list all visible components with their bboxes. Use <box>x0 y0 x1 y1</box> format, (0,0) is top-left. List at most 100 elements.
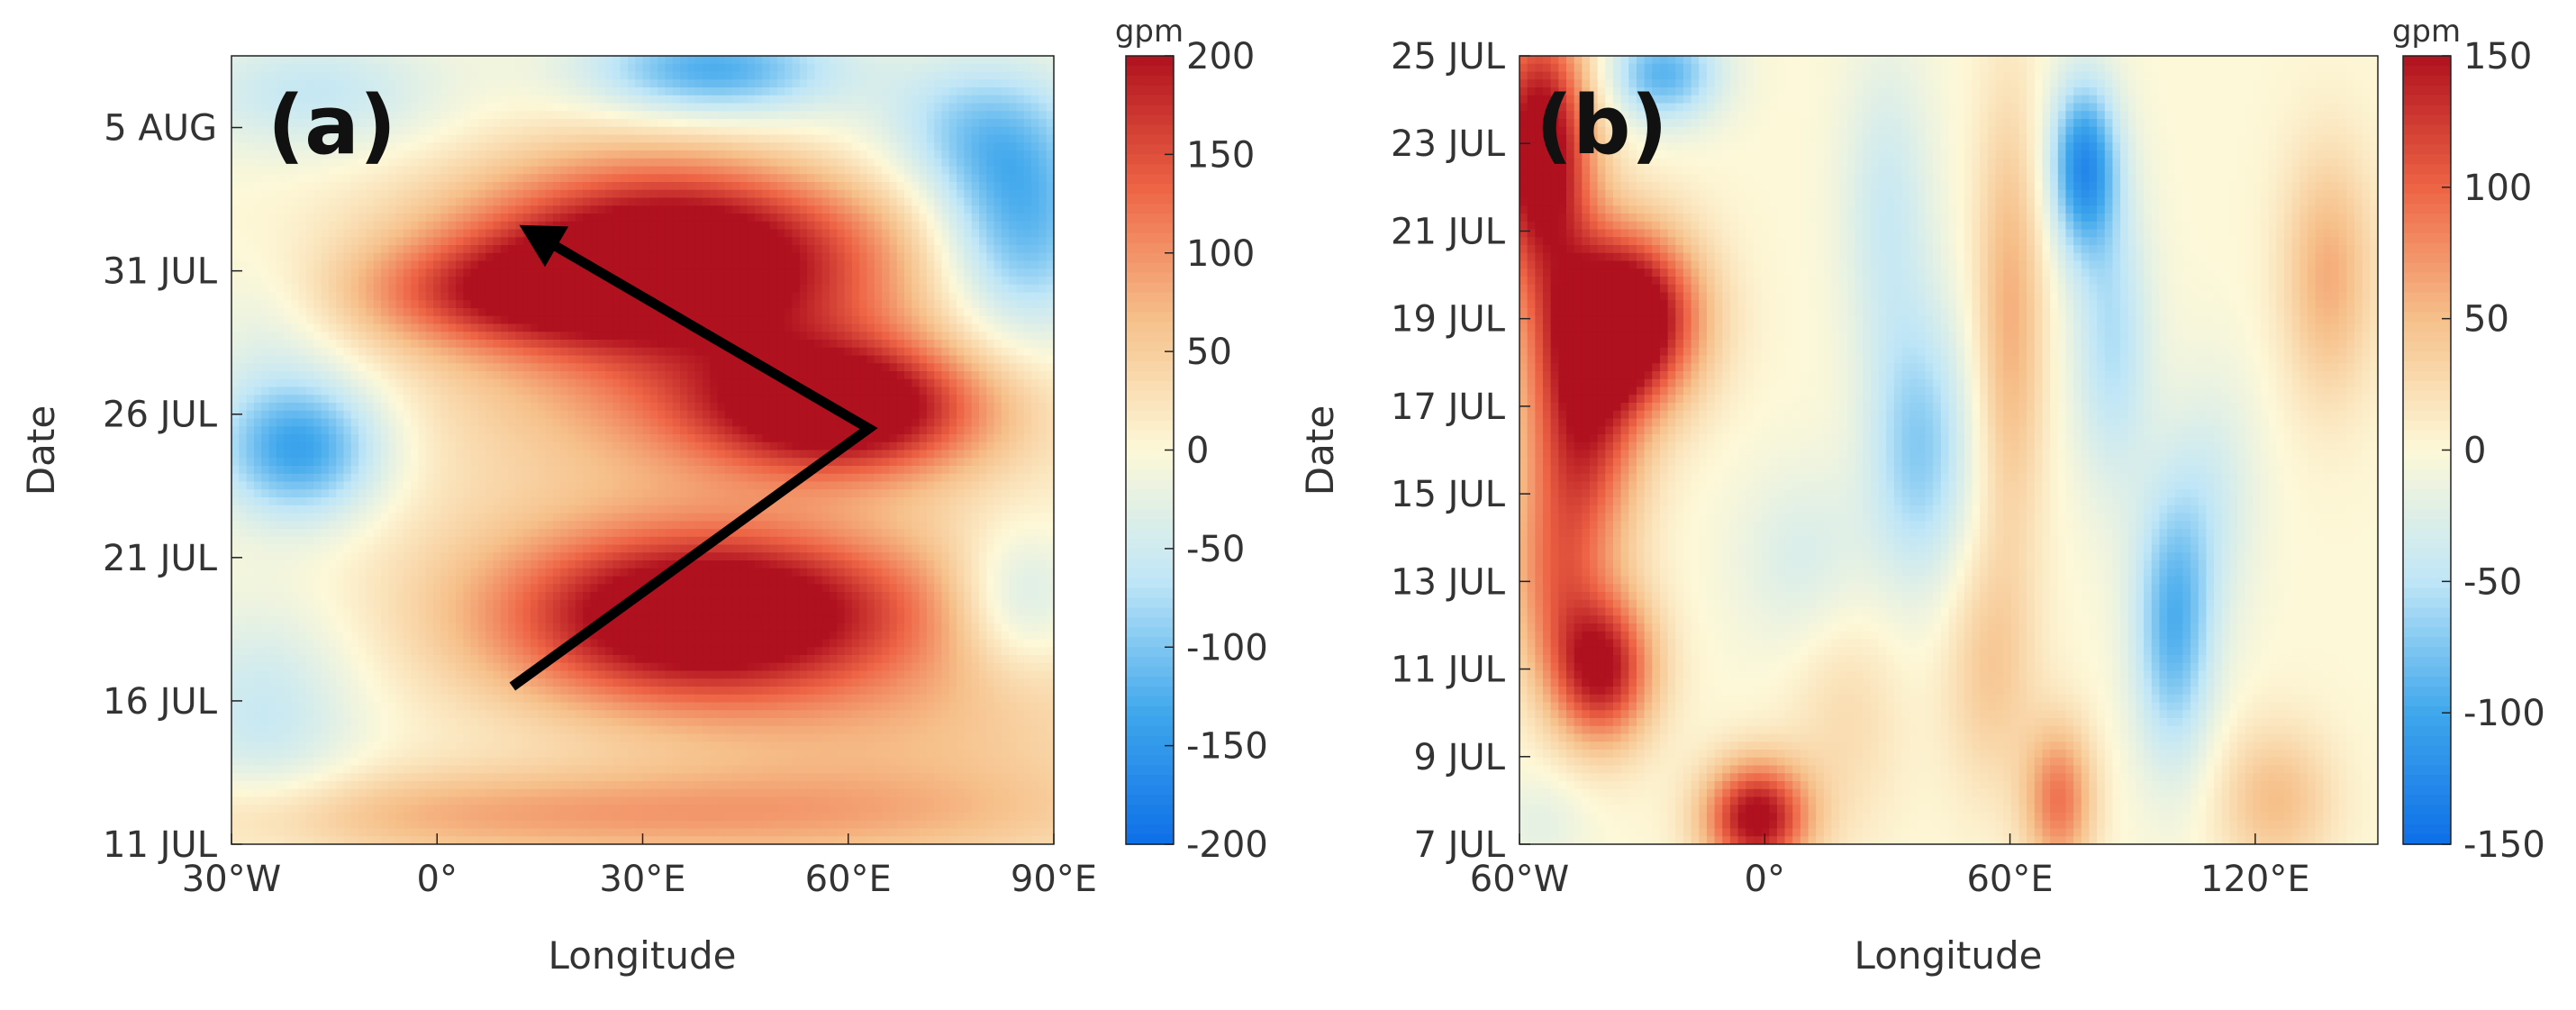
heatmap-cell <box>807 403 816 412</box>
heatmap-cell <box>1031 323 1040 333</box>
heatmap-cell <box>425 134 434 144</box>
heatmap-cell <box>388 308 397 317</box>
heatmap-cell <box>612 315 621 325</box>
heatmap-cell <box>440 252 449 262</box>
heatmap-cell <box>993 371 1002 380</box>
heatmap-cell <box>1046 63 1054 73</box>
heatmap-cell <box>769 221 778 231</box>
heatmap-cell <box>874 189 883 199</box>
heatmap-cell <box>957 197 966 207</box>
heatmap-cell <box>1001 323 1010 333</box>
heatmap-cell <box>567 197 576 207</box>
heatmap-cell <box>837 71 846 81</box>
heatmap-cell <box>919 56 928 65</box>
heatmap-cell <box>941 103 950 113</box>
heatmap-cell <box>470 315 479 325</box>
heatmap-cell <box>268 378 277 388</box>
heatmap-cell <box>912 134 921 144</box>
heatmap-cell <box>291 332 300 341</box>
heatmap-cell <box>560 308 569 317</box>
heatmap-cell <box>986 340 995 349</box>
heatmap-cell <box>485 387 494 396</box>
heatmap-cell <box>612 268 621 278</box>
heatmap-cell <box>694 245 703 254</box>
heatmap-cell <box>313 347 322 357</box>
heatmap-cell <box>762 229 771 239</box>
heatmap-cell <box>866 221 875 231</box>
heatmap-cell <box>1016 214 1025 223</box>
heatmap-cell <box>1039 229 1048 239</box>
heatmap-cell <box>702 142 711 151</box>
heatmap-cell <box>388 300 397 309</box>
heatmap-cell <box>261 197 270 207</box>
heatmap-cell <box>882 166 891 176</box>
heatmap-cell <box>231 134 240 144</box>
heatmap-cell <box>724 387 733 396</box>
heatmap-cell <box>433 56 442 65</box>
heatmap-cell <box>373 166 382 176</box>
heatmap-cell <box>830 71 839 81</box>
heatmap-cell <box>575 268 584 278</box>
heatmap-cell <box>373 182 382 191</box>
heatmap-cell <box>1023 378 1032 388</box>
heatmap-cell <box>687 403 696 412</box>
heatmap-cell <box>456 378 465 388</box>
heatmap-cell <box>456 332 465 341</box>
heatmap-cell <box>515 174 524 183</box>
heatmap-cell <box>448 323 457 333</box>
heatmap-cell <box>889 371 898 380</box>
heatmap-cell <box>463 315 472 325</box>
heatmap-cell <box>358 292 367 302</box>
heatmap-cell <box>298 363 307 372</box>
heatmap-cell <box>612 166 621 176</box>
heatmap-cell <box>799 363 808 372</box>
heatmap-cell <box>358 182 367 191</box>
heatmap-cell <box>769 229 778 239</box>
heatmap-cell <box>463 56 472 65</box>
heatmap-cell <box>926 395 935 404</box>
heatmap-cell <box>1023 142 1032 151</box>
heatmap-cell <box>477 134 486 144</box>
heatmap-cell <box>896 134 905 144</box>
heatmap-cell <box>500 56 509 65</box>
heatmap-cell <box>531 315 540 325</box>
heatmap-cell <box>889 56 898 65</box>
heatmap-cell <box>583 378 592 388</box>
heatmap-cell <box>649 355 658 365</box>
heatmap-cell <box>246 315 255 325</box>
heatmap-cell <box>531 355 540 365</box>
heatmap-cell <box>934 197 943 207</box>
heatmap-cell <box>231 371 240 380</box>
heatmap-cell <box>724 395 733 404</box>
heatmap-cell <box>336 300 345 309</box>
heatmap-cell <box>358 347 367 357</box>
heatmap-cell <box>395 308 404 317</box>
heatmap-cell <box>515 166 524 176</box>
heatmap-cell <box>859 292 868 302</box>
heatmap-cell <box>508 363 517 372</box>
heatmap-cell <box>1046 260 1054 270</box>
heatmap-cell <box>1031 378 1040 388</box>
heatmap-cell <box>358 150 367 159</box>
heatmap-cell <box>776 268 785 278</box>
heatmap-cell <box>882 340 891 349</box>
heatmap-cell <box>373 134 382 144</box>
heatmap-cell <box>979 214 988 223</box>
heatmap-cell <box>874 315 883 325</box>
heatmap-cell <box>889 214 898 223</box>
heatmap-cell <box>919 371 928 380</box>
heatmap-cell <box>388 245 397 254</box>
heatmap-cell <box>986 182 995 191</box>
heatmap-cell <box>531 260 540 270</box>
heatmap-cell <box>755 56 764 65</box>
heatmap-cell <box>620 363 629 372</box>
heatmap-cell <box>411 268 420 278</box>
heatmap-cell <box>1001 260 1010 270</box>
heatmap-cell <box>515 355 524 365</box>
heatmap-cell <box>605 79 614 88</box>
heatmap-cell <box>433 150 442 159</box>
heatmap-cell <box>755 189 764 199</box>
heatmap-cell <box>620 134 629 144</box>
heatmap-cell <box>635 205 644 214</box>
heatmap-cell <box>934 71 943 81</box>
